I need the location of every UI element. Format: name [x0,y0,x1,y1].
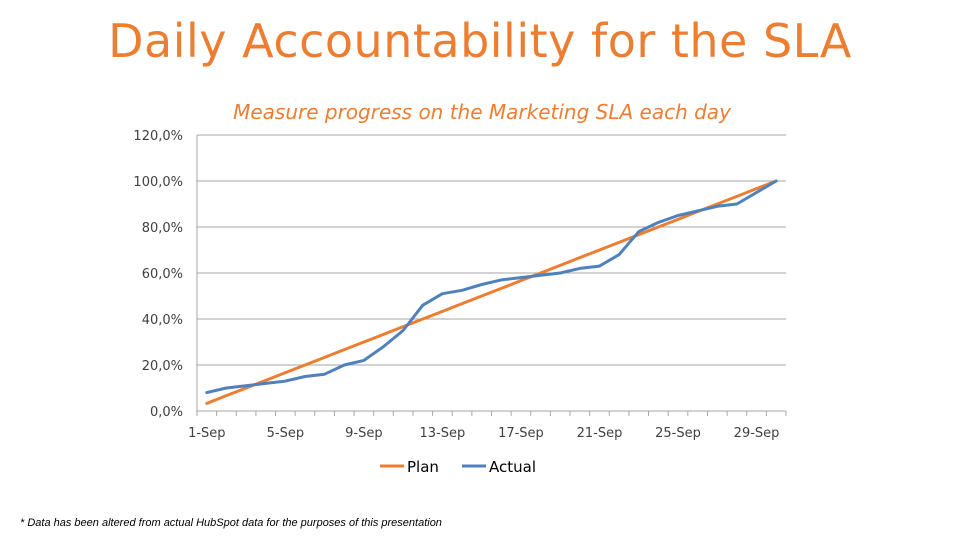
y-tick-label: 60,0% [142,267,183,282]
series-line-actual [205,179,778,395]
x-tick-label: 21-Sep [577,426,623,441]
x-tick-label: 29-Sep [734,426,780,441]
y-tick-label: 40,0% [142,313,183,328]
x-tick-label: 1-Sep [188,426,225,441]
y-tick-label: 0,0% [150,405,183,420]
legend-label: Plan [407,458,439,476]
y-tick-label: 100,0% [133,175,183,190]
chart-title: Measure progress on the Marketing SLA ea… [233,100,732,124]
x-tick-label: 25-Sep [655,426,701,441]
footnote: * Data has been altered from actual HubS… [20,517,442,529]
x-axis-ticks: 1-Sep 5-Sep 9-Sep 13-Sep 17-Sep 21-Sep 25-Sep 2… [188,411,787,441]
slide-title: Daily Accountability for the SLA [108,14,852,68]
x-tick-label: 5-Sep [267,426,304,441]
y-tick-label: 20,0% [142,359,183,374]
x-tick-label: 13-Sep [420,426,466,441]
legend: Plan Actual [380,458,536,476]
series-lines [205,179,778,405]
legend-label: Actual [489,458,536,476]
y-tick-label: 80,0% [142,221,183,236]
gridlines [196,134,786,412]
series-line-plan [205,179,778,405]
x-tick-label: 9-Sep [345,426,382,441]
x-tick-label: 17-Sep [498,426,544,441]
y-axis-ticks: 0,0% 20,0% 40,0% 60,0% 80,0% 100,0% 120,0% [133,129,183,420]
y-tick-label: 120,0% [133,129,183,144]
